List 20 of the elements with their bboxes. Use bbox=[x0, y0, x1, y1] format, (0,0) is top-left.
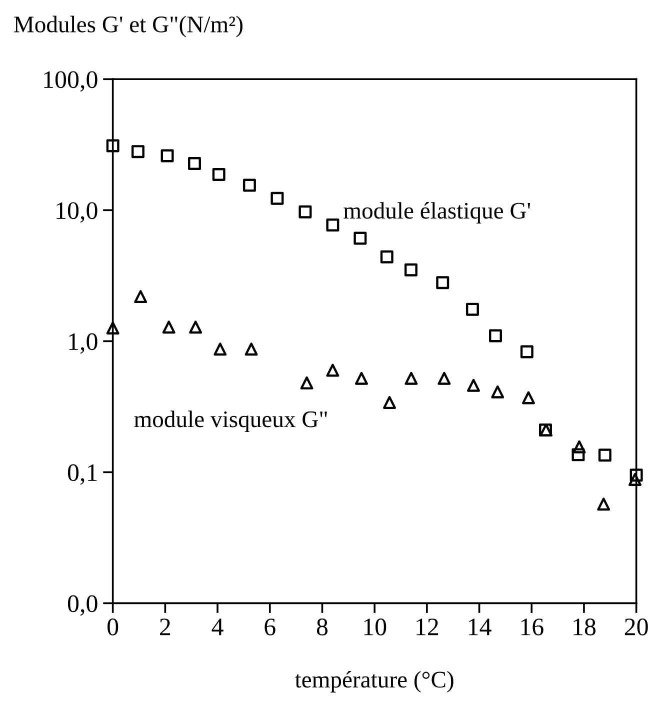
x-tick-label: 6 bbox=[264, 618, 276, 636]
x-tick-label: 10 bbox=[364, 618, 386, 636]
y-tick-label: 0,1 bbox=[68, 464, 97, 485]
x-axis-title: température (°C) bbox=[295, 671, 454, 692]
x-tick-label: 18 bbox=[574, 618, 596, 636]
series-label: module élastique G' bbox=[344, 202, 530, 224]
x-tick-label: 4 bbox=[212, 618, 224, 636]
x-tick-label: 0 bbox=[108, 618, 118, 636]
x-tick-label: 8 bbox=[316, 618, 328, 636]
y-tick-label: 100,0 bbox=[44, 71, 98, 92]
y-axis-title: Modules G' et G"(N/m²) bbox=[14, 16, 242, 38]
x-tick-label: 14 bbox=[468, 618, 492, 636]
x-tick-label: 12 bbox=[416, 618, 438, 636]
x-tick-label: 16 bbox=[521, 618, 544, 636]
y-tick-label: 10,0 bbox=[56, 202, 98, 223]
y-tick-label: 0,0 bbox=[68, 595, 98, 616]
series-label: module visqueux G" bbox=[134, 410, 327, 432]
x-tick-label: 20 bbox=[624, 618, 648, 636]
x-tick-label: 2 bbox=[160, 618, 170, 636]
y-tick-label: 1,0 bbox=[69, 333, 98, 354]
